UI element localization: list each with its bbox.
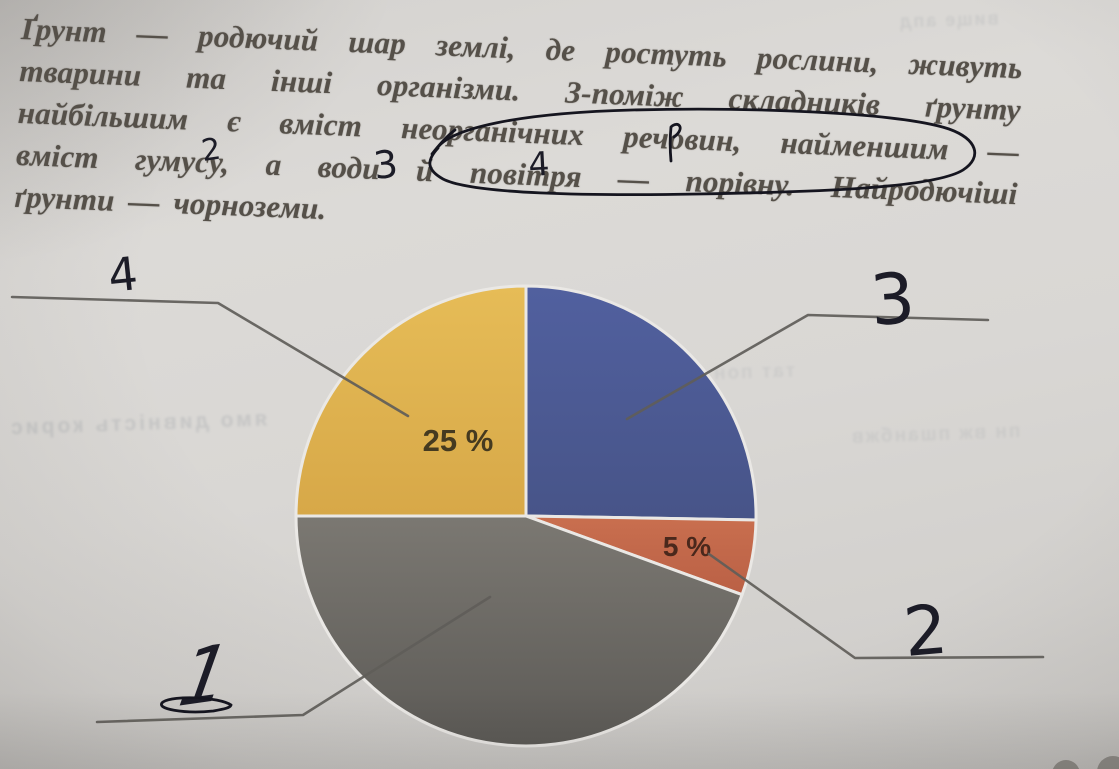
- callout-line-gray: [95, 595, 492, 724]
- bleedthrough-text: ямо дивність корис: [7, 407, 268, 440]
- callout-line-orange: [707, 552, 1045, 660]
- callout-line-yellow: [10, 295, 410, 418]
- callout-line-blue: [625, 313, 990, 421]
- bleedthrough-text: вище апд: [897, 8, 999, 32]
- pie-value-label-5: 5 %: [663, 531, 711, 562]
- pie-chart: [294, 284, 758, 748]
- page-edge-mark: [1052, 760, 1080, 769]
- handwritten-callout-number-3: 3: [867, 257, 917, 342]
- handwritten-callout-number-1: 1: [173, 628, 237, 726]
- pie-slice-blue: [524, 284, 758, 522]
- bleedthrough-text: пн вж пшанбжв: [849, 421, 1021, 448]
- bleedthrough-text: тат пон: [711, 360, 796, 385]
- handwritten-callout-number-4: 4: [106, 246, 141, 303]
- page-edge-mark: [1097, 756, 1119, 769]
- pie-slice-orange: [524, 514, 758, 597]
- pie-value-label-25: 25 %: [423, 423, 494, 458]
- paragraph: Ґрунт — родючий шар землі, де ростуть ро…: [14, 8, 1023, 257]
- handwritten-callout-number-2: 2: [901, 590, 951, 672]
- pie-slice-yellow: [294, 284, 528, 518]
- pie-slice-gray: [294, 514, 744, 748]
- handwritten-underline-flourish: [160, 696, 233, 714]
